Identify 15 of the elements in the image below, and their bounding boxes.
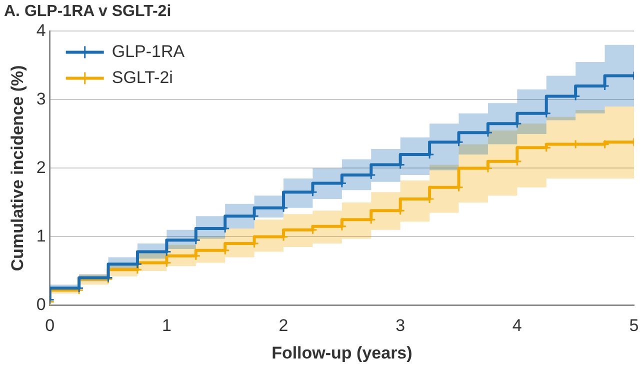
y-tick-label: 2 bbox=[36, 158, 46, 177]
chart-title: A. GLP-1RA v SGLT-2i bbox=[4, 3, 172, 20]
y-axis-title: Cumulative incidence (%) bbox=[8, 65, 27, 272]
y-tick-label: 3 bbox=[36, 89, 46, 108]
y-tick-label: 1 bbox=[36, 226, 46, 246]
x-tick-label: 5 bbox=[629, 316, 639, 336]
x-tick-label: 3 bbox=[396, 316, 406, 336]
legend-label: GLP-1RA bbox=[112, 42, 186, 61]
legend-label: SGLT-2i bbox=[112, 68, 173, 87]
x-tick-label: 2 bbox=[278, 316, 288, 336]
y-tick-label: 4 bbox=[36, 20, 46, 40]
y-tick-label: 0 bbox=[36, 294, 46, 314]
x-tick-label: 1 bbox=[162, 316, 172, 336]
x-axis-title: Follow-up (years) bbox=[272, 343, 412, 362]
x-tick-label: 4 bbox=[512, 316, 522, 336]
